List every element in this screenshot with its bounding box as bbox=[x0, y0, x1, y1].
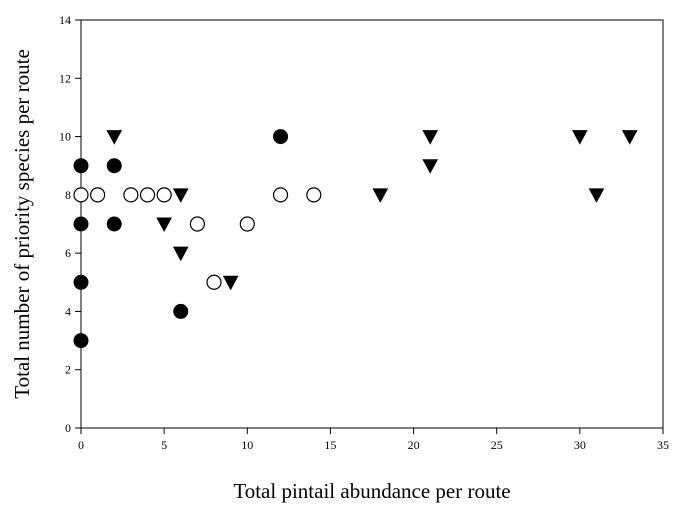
y-tick-label: 10 bbox=[59, 130, 71, 144]
x-tick-label: 20 bbox=[408, 438, 420, 452]
x-axis: 0 5 10 15 20 25 30 35 bbox=[78, 428, 669, 452]
filled-triangle-point bbox=[222, 275, 239, 291]
filled-circle-point bbox=[106, 158, 122, 174]
open-circle-point bbox=[156, 187, 172, 203]
open-circle-point bbox=[189, 216, 205, 232]
open-circle-point bbox=[306, 187, 322, 203]
filled-circle-point bbox=[73, 158, 89, 174]
y-tick-label: 4 bbox=[65, 304, 71, 318]
filled-circle-point bbox=[273, 129, 289, 145]
filled-circle-point bbox=[173, 303, 189, 319]
open-circle-point bbox=[206, 274, 222, 290]
open-circle-point bbox=[239, 216, 255, 232]
filled-triangle-point bbox=[156, 217, 172, 233]
filled-triangle-point bbox=[106, 130, 123, 145]
y-axis: 0 2 4 6 8 10 12 14 bbox=[59, 13, 81, 435]
x-tick-label: 30 bbox=[574, 438, 586, 452]
data-points bbox=[73, 129, 638, 349]
open-circle-point bbox=[73, 187, 89, 203]
filled-circle-point bbox=[73, 274, 89, 290]
x-tick-label: 0 bbox=[78, 438, 84, 452]
filled-triangle-point bbox=[172, 188, 189, 203]
filled-triangle-point bbox=[422, 159, 439, 174]
open-circle-point bbox=[139, 187, 156, 203]
y-tick-label: 0 bbox=[65, 421, 71, 435]
y-tick-label: 12 bbox=[59, 71, 71, 85]
filled-triangle-point bbox=[172, 246, 189, 262]
filled-triangle-point bbox=[621, 130, 638, 145]
filled-triangle-point bbox=[588, 188, 605, 203]
open-circle-point bbox=[90, 187, 106, 203]
y-tick-label: 6 bbox=[65, 246, 71, 260]
open-circle-point bbox=[272, 187, 289, 203]
x-tick-label: 5 bbox=[161, 438, 167, 452]
filled-circle-point bbox=[73, 333, 89, 349]
y-tick-label: 2 bbox=[65, 363, 71, 377]
filled-triangle-point bbox=[572, 130, 588, 145]
x-tick-label: 35 bbox=[657, 438, 669, 452]
x-axis-title: Total pintail abundance per route bbox=[233, 479, 510, 503]
x-tick-label: 10 bbox=[241, 438, 253, 452]
filled-triangle-point bbox=[372, 188, 389, 203]
filled-circle-point bbox=[73, 216, 89, 232]
y-tick-label: 8 bbox=[65, 188, 71, 202]
x-tick-label: 15 bbox=[324, 438, 336, 452]
x-tick-label: 25 bbox=[491, 438, 503, 452]
y-tick-label: 14 bbox=[59, 13, 71, 27]
filled-circle-point bbox=[106, 216, 122, 232]
open-circle-point bbox=[123, 187, 139, 203]
filled-triangle-point bbox=[422, 130, 439, 145]
y-axis-title: Total number of priority species per rou… bbox=[10, 49, 34, 399]
